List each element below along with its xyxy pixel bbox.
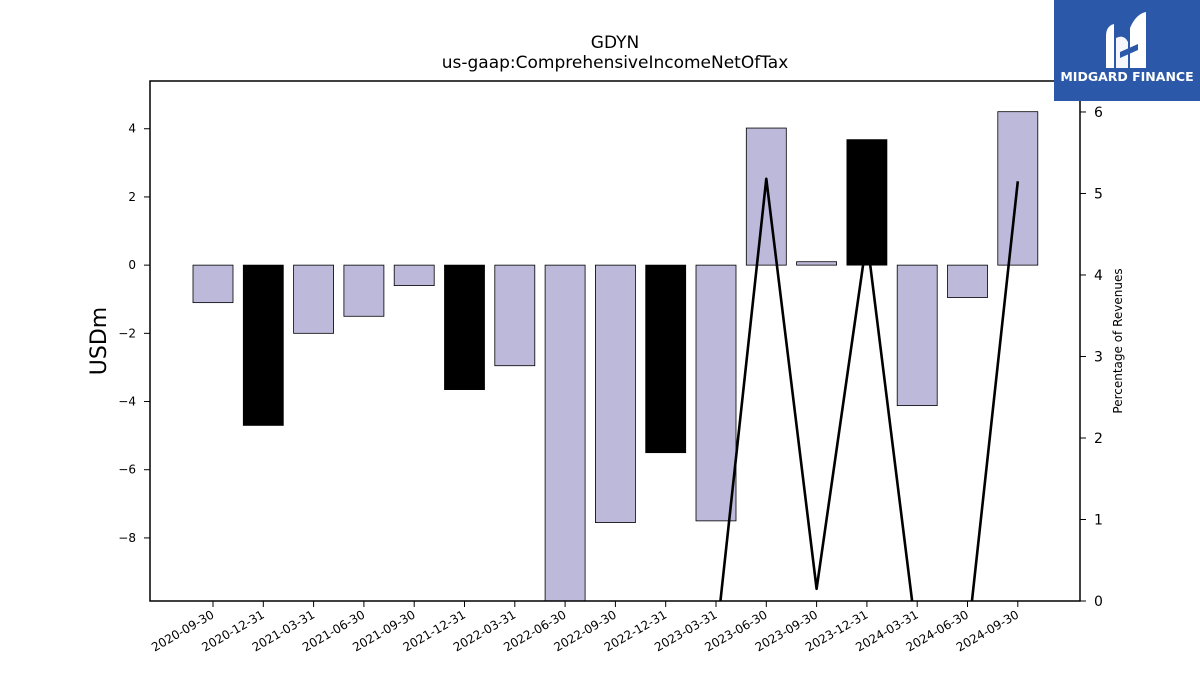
y-tick-label: −2 <box>118 326 136 340</box>
y-right-tick-label: 1 <box>1094 512 1103 528</box>
y-tick-label: −8 <box>118 531 136 545</box>
y-right-tick-label: 5 <box>1094 186 1103 202</box>
y-tick-label: −6 <box>118 463 136 477</box>
chart-title: GDYN <box>591 33 639 53</box>
bar-2020-09-30 <box>192 264 234 304</box>
percentage-line <box>719 177 1020 601</box>
bar-2021-06-30 <box>343 264 385 317</box>
y-right-tick-label: 3 <box>1094 349 1103 365</box>
bar-2021-12-31 <box>444 264 485 390</box>
logo-mark-icon <box>1106 12 1146 68</box>
brand-logo: MIDGARD FINANCE <box>1054 0 1200 101</box>
bar-2024-06-30 <box>947 264 988 298</box>
bar-2023-06-30 <box>745 127 787 266</box>
bar-2023-09-30 <box>796 261 837 266</box>
bar-2022-03-31 <box>494 264 536 367</box>
y-right-tick-label: 4 <box>1094 268 1103 284</box>
bar-2023-03-31 <box>695 264 737 522</box>
bar-2021-03-31 <box>293 264 335 334</box>
bar-2022-12-31 <box>645 264 687 454</box>
y-axis-right-label: Percentage of Revenues <box>1111 268 1125 413</box>
y-tick-label: −4 <box>118 395 136 409</box>
bar-2020-12-31 <box>242 264 284 426</box>
y-axis-label: USDm <box>87 307 112 375</box>
bar-2022-06-30 <box>544 264 586 601</box>
bar-2022-09-30 <box>595 264 636 523</box>
y-tick-label: 0 <box>128 258 136 272</box>
bar-2021-09-30 <box>393 264 435 286</box>
y-tick-label: 2 <box>128 190 136 204</box>
chart-subtitle: us-gaap:ComprehensiveIncomeNetOfTax <box>442 53 789 73</box>
plot-frame <box>149 80 1081 602</box>
y-tick-label: 4 <box>128 122 136 136</box>
brand-name: MIDGARD FINANCE <box>1060 69 1194 84</box>
bar-2024-03-31 <box>896 264 938 407</box>
y-right-tick-label: 6 <box>1094 105 1103 121</box>
y-right-tick-label: 0 <box>1094 594 1103 610</box>
y-right-tick-label: 2 <box>1094 431 1103 447</box>
